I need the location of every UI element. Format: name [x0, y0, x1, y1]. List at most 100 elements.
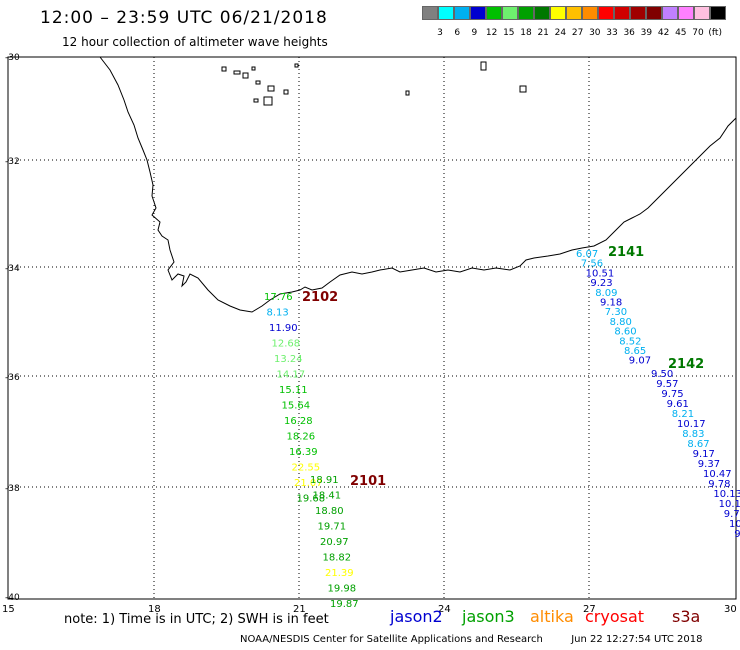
lon-label: 27 — [583, 604, 596, 615]
island — [519, 85, 527, 93]
satellite-jason3: jason3 — [462, 607, 515, 626]
wave-height-value: 6.07 — [576, 249, 598, 260]
wave-height-value: 19.98 — [328, 584, 357, 595]
scale-swatch — [486, 6, 502, 20]
scale-swatch — [422, 6, 438, 20]
scale-swatch — [694, 6, 710, 20]
scale-label: (ft) — [708, 28, 722, 38]
track-id-2101: 2101 — [350, 474, 386, 489]
island — [242, 72, 249, 79]
scale-swatch — [502, 6, 518, 20]
islands — [221, 61, 527, 106]
wave-height-value: 13.24 — [274, 354, 303, 365]
wave-height-value: 20.97 — [320, 537, 349, 548]
wave-height-value: 14.17 — [277, 370, 306, 381]
wave-height-value: 18.82 — [323, 553, 352, 564]
scale-label: 12 — [485, 28, 498, 38]
scale-swatch — [710, 6, 726, 20]
wave-height-value: 10.47 — [703, 469, 732, 480]
scale-swatch — [662, 6, 678, 20]
wave-height-value: 8.83 — [682, 429, 704, 440]
wave-height-value: 9.75 — [661, 389, 683, 400]
map-subtitle: 12 hour collection of altimeter wave hei… — [62, 35, 328, 49]
wave-height-value: 11.90 — [269, 323, 298, 334]
coastline — [99, 56, 737, 313]
lat-label: -30 — [5, 53, 20, 63]
lat-label: -34 — [5, 264, 20, 274]
scale-label: 70 — [692, 28, 704, 38]
wave-height-value: 8.09 — [595, 288, 617, 299]
scale-label: 18 — [520, 28, 532, 38]
wave-height-value: 8.65 — [624, 346, 646, 357]
scale-label: 21 — [537, 28, 549, 38]
lon-label: 15 — [2, 604, 15, 615]
scale-label: 30 — [589, 28, 601, 38]
scale-swatch — [582, 6, 598, 20]
satellite-s3a: s3a — [672, 607, 701, 626]
track-id-2141: 2141 — [608, 245, 644, 260]
satellite-cryosat: cryosat — [585, 607, 645, 626]
scale-label: 33 — [606, 28, 618, 38]
wave-height-value: 10.13 — [713, 489, 740, 500]
scale-swatch — [630, 6, 646, 20]
wave-height-value: 9.37 — [698, 459, 720, 470]
island — [480, 61, 487, 71]
wave-height-value: 9 — [734, 529, 740, 540]
island — [253, 98, 259, 103]
scale-swatch — [438, 6, 454, 20]
map-title: 12:00 – 23:59 UTC 06/21/2018 — [40, 8, 328, 28]
scale-swatch — [678, 6, 694, 20]
island — [255, 80, 261, 85]
island — [221, 66, 227, 72]
scale-swatch — [566, 6, 582, 20]
island — [233, 70, 241, 75]
wave-height-value: 19.87 — [330, 599, 359, 610]
wave-height-value: 8.60 — [614, 327, 636, 338]
lon-label: 18 — [148, 604, 161, 615]
scale-swatch — [598, 6, 614, 20]
scale-label: 15 — [503, 28, 515, 38]
wave-height-value: 7.30 — [605, 307, 627, 318]
wave-height-value: 17.76 — [264, 292, 293, 303]
scale-label: 6 — [454, 28, 461, 38]
island — [283, 89, 289, 95]
wave-height-value: 8.80 — [610, 317, 632, 328]
lat-label: -38 — [5, 484, 20, 494]
wave-height-value: 16.28 — [284, 416, 313, 427]
scale-label: 24 — [554, 28, 567, 38]
island — [251, 66, 256, 71]
lon-label: 30 — [724, 604, 737, 615]
credit-text: NOAA/NESDIS Center for Satellite Applica… — [240, 634, 543, 645]
wave-height-value: 10.18 — [719, 499, 740, 510]
wave-height-value: 18.26 — [287, 432, 316, 443]
wave-height-value: 10.51 — [586, 268, 615, 279]
island — [263, 96, 273, 106]
wave-height-value: 9.78 — [708, 479, 730, 490]
wave-height-value: 9.57 — [656, 379, 678, 390]
wave-height-value: 9.07 — [629, 356, 651, 367]
wave-height-value: 12.68 — [272, 339, 301, 350]
scale-label: 45 — [675, 28, 687, 38]
wave-height-value: 10. — [729, 519, 740, 530]
scale-swatch — [534, 6, 550, 20]
wave-height-value: 19.68 — [297, 494, 326, 505]
satellite-altika: altika — [530, 607, 574, 626]
track-id-2102: 2102 — [302, 290, 338, 305]
scale-swatch — [614, 6, 630, 20]
scale-swatch — [454, 6, 470, 20]
wave-height-value: 18.80 — [315, 506, 344, 517]
scale-swatch — [646, 6, 662, 20]
scale-swatch — [550, 6, 566, 20]
graticule — [8, 57, 736, 599]
longitude-labels: 15 18 21 24 27 30 — [2, 604, 737, 615]
wave-height-value: 7.56 — [581, 259, 603, 270]
lon-label: 24 — [438, 604, 451, 615]
scale-label: 42 — [657, 28, 670, 38]
satellite-jason2: jason2 — [390, 607, 443, 626]
wave-height-value: 9.61 — [667, 399, 689, 410]
lat-label: -40 — [5, 593, 20, 603]
scale-label: 9 — [471, 28, 478, 38]
lat-label: -36 — [5, 373, 20, 383]
timestamp-text: Jun 22 12:27:54 UTC 2018 — [571, 634, 703, 645]
